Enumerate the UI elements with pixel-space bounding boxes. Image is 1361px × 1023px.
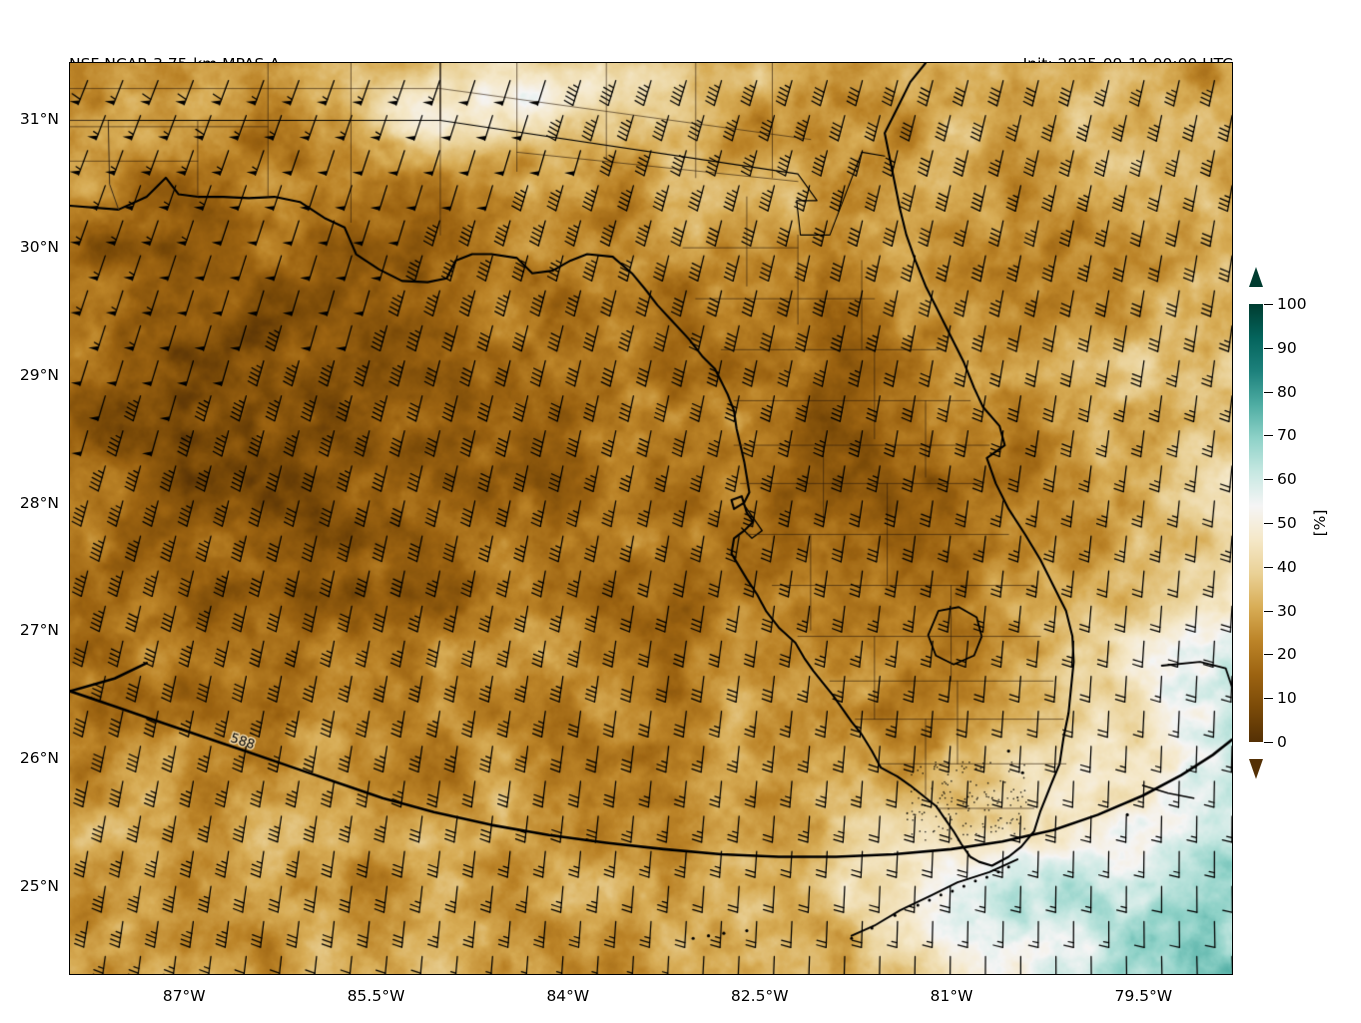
colorbar-extend-bottom-icon (1249, 759, 1263, 779)
colorbar-tick-label: 50 (1277, 514, 1297, 532)
longitude-tick-label: 82.5°W (730, 987, 789, 1005)
longitude-tick-label: 79.5°W (1114, 987, 1173, 1005)
colorbar-tick (1264, 523, 1273, 524)
colorbar-tick-label: 30 (1277, 601, 1297, 620)
colorbar-tick-label: 40 (1277, 557, 1297, 576)
colorbar-unit-label: [%] (1311, 509, 1329, 537)
colorbar-tick-label: 90 (1277, 338, 1297, 357)
relative-humidity-field (70, 63, 1232, 974)
map-plot-area[interactable] (69, 62, 1233, 975)
longitude-tick-label: 85.5°W (347, 987, 405, 1005)
colorbar-tick (1264, 479, 1273, 481)
colorbar-extend-top-icon (1249, 267, 1263, 287)
colorbar-tick-label: 0 (1277, 733, 1287, 751)
colorbar-tick-label: 20 (1277, 645, 1297, 664)
colorbar-tick (1264, 698, 1273, 700)
latitude-tick-label: 27°N (19, 621, 59, 640)
colorbar-tick (1264, 435, 1273, 437)
colorbar[interactable]: 0 10 20 30 40 50 60 70 80 90 100 (1249, 267, 1307, 779)
colorbar-tick (1264, 610, 1273, 612)
latitude-tick-label: 25°N (19, 876, 59, 895)
colorbar-tick-label: 80 (1277, 382, 1297, 401)
colorbar-tick (1264, 347, 1273, 349)
colorbar-tick (1264, 391, 1273, 393)
longitude-tick-label: 81°W (930, 987, 973, 1005)
colorbar-tick (1264, 742, 1273, 743)
longitude-tick-label: 87°W (162, 987, 206, 1005)
latitude-tick-label: 31°N (19, 110, 59, 129)
colorbar-tick-label: 60 (1277, 470, 1297, 489)
latitude-tick-label: 30°N (19, 238, 59, 257)
colorbar-tick (1264, 566, 1273, 568)
latitude-tick-label: 26°N (19, 748, 59, 767)
latitude-tick-label: 29°N (19, 365, 59, 384)
latitude-tick-label: 28°N (19, 493, 59, 512)
longitude-tick-label: 84°W (546, 987, 590, 1005)
colorbar-tick-label: 70 (1277, 426, 1297, 445)
colorbar-tick-label: 100 (1277, 295, 1307, 313)
colorbar-tick (1264, 304, 1273, 305)
colorbar-gradient (1249, 304, 1263, 742)
colorbar-tick-label: 10 (1277, 689, 1297, 708)
colorbar-tick (1264, 654, 1273, 656)
